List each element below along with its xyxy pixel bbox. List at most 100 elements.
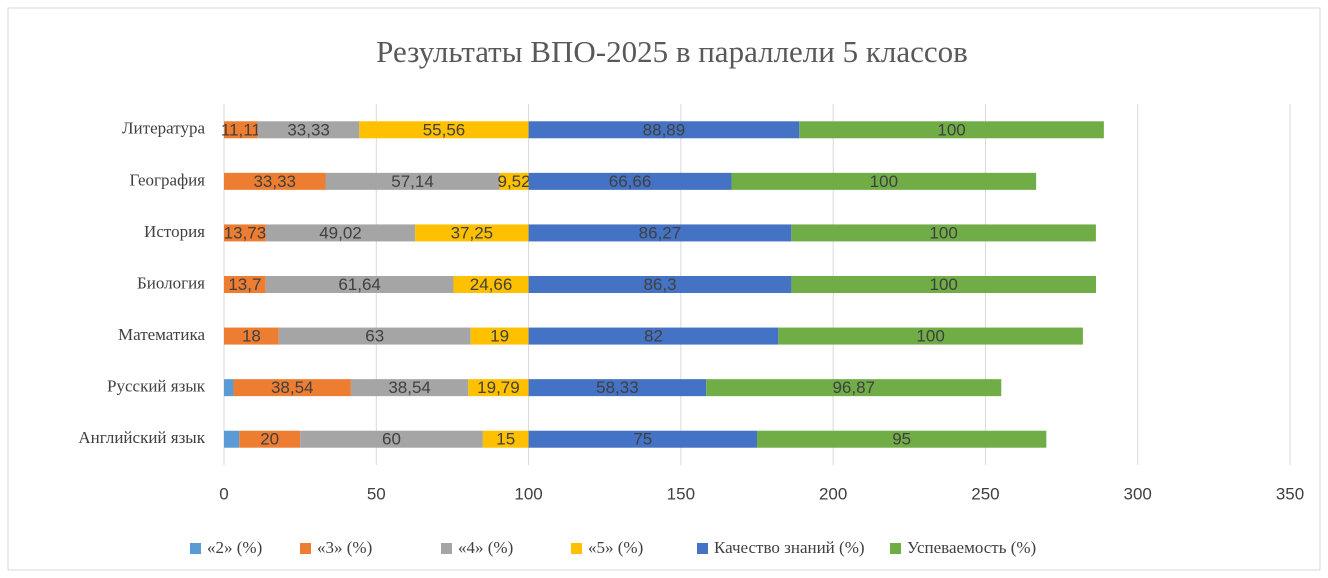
x-tick-label: 0 — [219, 484, 228, 503]
y-tick-label: Английский язык — [78, 428, 205, 447]
data-label: 61,64 — [338, 275, 381, 294]
x-tick-label: 100 — [514, 484, 542, 503]
bar-segment — [224, 276, 266, 293]
data-label: 11,11 — [221, 120, 261, 139]
data-label: 75 — [633, 430, 652, 449]
bar-segment — [224, 172, 326, 190]
y-tick-label: Математика — [118, 325, 205, 344]
y-tick-label: История — [144, 222, 205, 241]
chart-title: Результаты ВПО-2025 в параллели 5 классо… — [376, 34, 968, 69]
data-label: 57,14 — [391, 172, 434, 191]
bar-segment — [706, 379, 1002, 397]
data-label: 19 — [490, 327, 509, 346]
bar-segment — [528, 379, 707, 397]
bar-segment — [239, 430, 301, 448]
x-tick-label: 300 — [1124, 484, 1152, 503]
data-label: 100 — [929, 223, 957, 242]
legend-swatch — [300, 543, 311, 554]
data-label: 58,33 — [596, 378, 639, 397]
data-label: 100 — [937, 120, 965, 139]
data-label: 24,66 — [470, 275, 513, 294]
bar-segment — [224, 430, 240, 448]
data-label: 88,89 — [643, 120, 686, 139]
x-tick-label: 150 — [667, 484, 695, 503]
data-label: 100 — [930, 275, 958, 294]
bar-segment — [528, 224, 792, 242]
legend-label: «4» (%) — [458, 538, 513, 557]
data-label: 63 — [365, 327, 384, 346]
data-label: 100 — [916, 327, 944, 346]
legend-swatch — [571, 543, 582, 554]
bar-segment — [528, 276, 792, 293]
data-label: 38,54 — [388, 378, 431, 397]
y-tick-label: Биология — [137, 273, 205, 292]
bar-segment — [233, 379, 351, 397]
legend-label: Успеваемость (%) — [907, 538, 1036, 557]
data-label: 37,25 — [451, 223, 494, 242]
bar-segment — [224, 224, 266, 242]
data-label: 15 — [496, 430, 515, 449]
bar-segment — [528, 327, 779, 345]
bar-segment — [453, 276, 529, 293]
bar-segment — [257, 121, 360, 139]
bar-segment — [224, 121, 258, 139]
data-label: 86,27 — [639, 223, 682, 242]
data-label: 49,02 — [319, 223, 362, 242]
bar-segment — [359, 121, 529, 139]
bar-segment — [791, 276, 1096, 293]
data-label: 38,54 — [271, 378, 314, 397]
legend-swatch — [441, 543, 452, 554]
legend-label: «5» (%) — [588, 538, 643, 557]
legend-swatch — [697, 543, 708, 554]
data-label: 82 — [644, 327, 663, 346]
bar-segment — [278, 327, 471, 345]
data-label: 60 — [382, 430, 401, 449]
data-label: 95 — [892, 430, 911, 449]
data-label: 13,7 — [228, 275, 261, 294]
bar-segment — [528, 430, 757, 448]
bar-segment — [799, 121, 1104, 139]
y-tick-label: Русский язык — [107, 377, 206, 396]
data-label: 55,56 — [423, 120, 466, 139]
data-label: 20 — [260, 430, 279, 449]
bar-segment — [415, 224, 529, 242]
bar-segment — [325, 172, 500, 190]
legend-swatch — [190, 543, 201, 554]
data-label: 9,52 — [497, 172, 530, 191]
bar-segment — [300, 430, 483, 448]
bar-segment — [499, 172, 529, 190]
bar-segment — [528, 172, 732, 190]
legend-label: «2» (%) — [207, 538, 262, 557]
bar-segment — [470, 327, 529, 345]
legend-swatch — [890, 543, 901, 554]
data-label: 86,3 — [643, 275, 676, 294]
data-label: 13,73 — [224, 223, 267, 242]
y-tick-label: География — [129, 170, 205, 189]
bar-segment — [265, 224, 416, 242]
data-label: 66,66 — [609, 172, 652, 191]
bar-segment — [757, 430, 1047, 448]
x-tick-label: 50 — [367, 484, 386, 503]
bar-segment — [468, 379, 529, 397]
bar-segment — [731, 172, 1037, 190]
bar-segment — [791, 224, 1096, 242]
x-tick-label: 350 — [1276, 484, 1304, 503]
data-label: 33,33 — [287, 120, 330, 139]
data-label: 19,79 — [477, 378, 520, 397]
legend-label: «3» (%) — [317, 538, 372, 557]
bar-segment — [528, 121, 800, 139]
bar-segment — [224, 327, 279, 345]
data-label: 18 — [242, 327, 261, 346]
bar-segment — [350, 379, 469, 397]
bar-segment — [224, 379, 234, 397]
x-tick-label: 200 — [819, 484, 847, 503]
y-tick-label: Литература — [122, 119, 205, 138]
bar-segment — [778, 327, 1083, 345]
data-label: 100 — [870, 172, 898, 191]
data-label: 96,87 — [832, 378, 875, 397]
x-tick-label: 250 — [971, 484, 999, 503]
data-label: 33,33 — [253, 172, 296, 191]
bar-segment — [265, 276, 454, 293]
legend-label: Качество знаний (%) — [714, 538, 865, 557]
